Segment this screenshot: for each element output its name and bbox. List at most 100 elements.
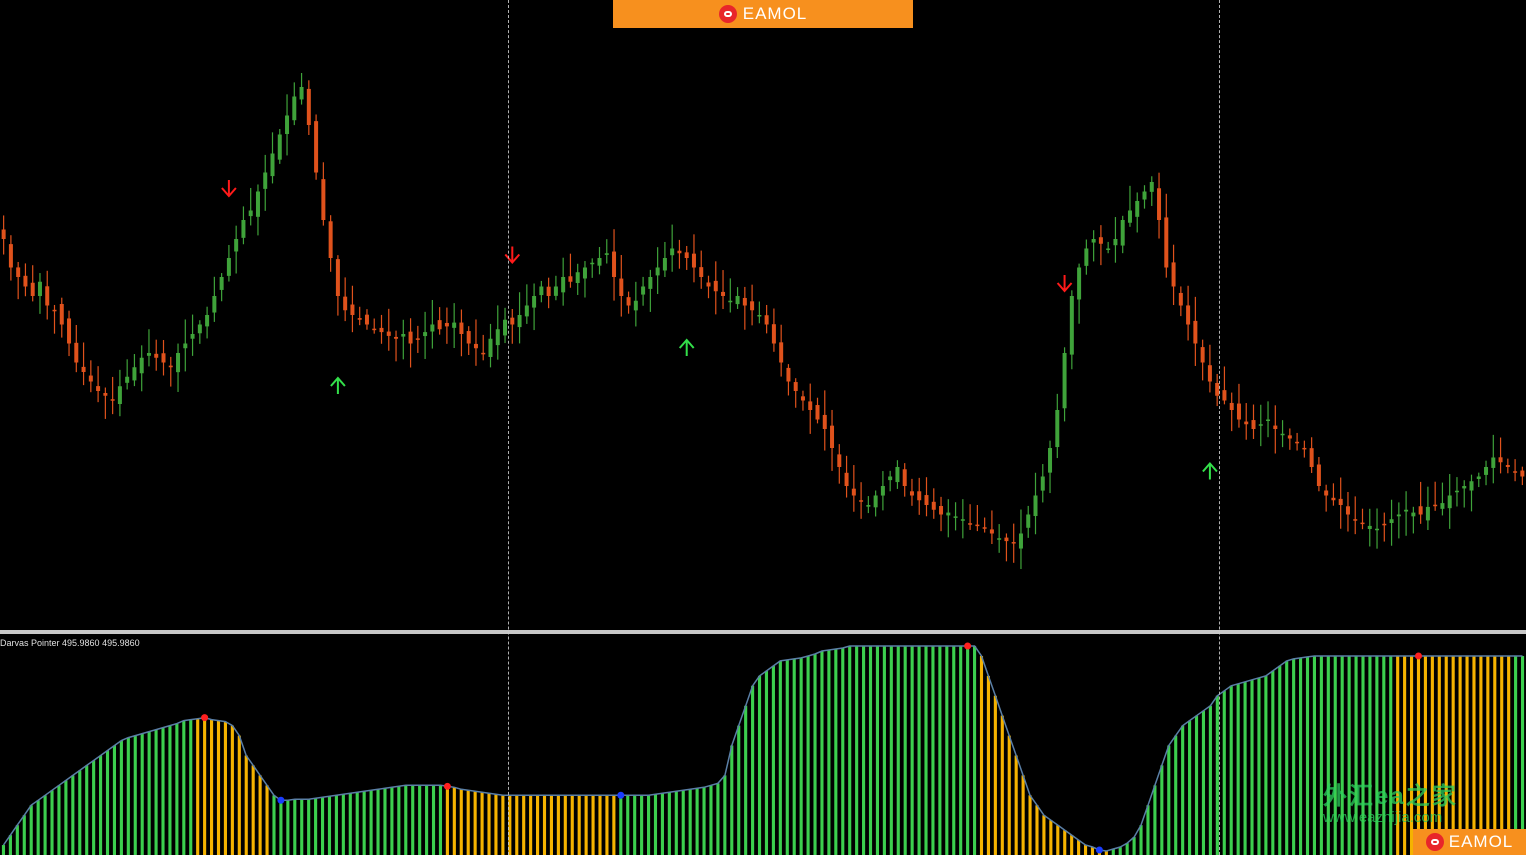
candle-body bbox=[880, 486, 885, 496]
candle bbox=[241, 206, 246, 245]
candle-body bbox=[975, 524, 980, 527]
candle-body bbox=[989, 529, 994, 534]
candle bbox=[946, 499, 951, 538]
candle-body bbox=[1062, 353, 1067, 409]
candle-body bbox=[532, 296, 537, 308]
pane-divider[interactable] bbox=[0, 630, 1526, 634]
candle bbox=[263, 154, 268, 211]
candle bbox=[1011, 523, 1016, 563]
brand-corner-badge: EAMOL bbox=[1413, 829, 1526, 855]
candle-body bbox=[793, 382, 798, 391]
candle-body bbox=[851, 488, 856, 496]
arrow-head bbox=[504, 253, 521, 265]
candle-body bbox=[1462, 486, 1467, 489]
candle-body bbox=[481, 352, 486, 355]
candle-body bbox=[103, 392, 108, 396]
darvas-pointer-histogram[interactable] bbox=[0, 634, 1526, 855]
candle bbox=[226, 244, 231, 282]
price-chart[interactable] bbox=[0, 0, 1526, 630]
candle bbox=[1273, 405, 1278, 454]
price-chart-pane[interactable] bbox=[0, 0, 1526, 630]
candle bbox=[1251, 404, 1256, 439]
candle bbox=[1440, 482, 1445, 516]
candle-body bbox=[437, 320, 442, 330]
candle-body bbox=[800, 396, 805, 401]
indicator-pane[interactable] bbox=[0, 634, 1526, 855]
candle bbox=[481, 334, 486, 361]
candle-body bbox=[1091, 239, 1096, 243]
candle-body bbox=[764, 315, 769, 325]
candle bbox=[1302, 440, 1307, 458]
candle bbox=[917, 477, 922, 515]
candle bbox=[1331, 483, 1336, 506]
candle bbox=[81, 342, 86, 386]
candle-body bbox=[408, 331, 413, 344]
candle bbox=[1389, 499, 1394, 546]
candle bbox=[575, 263, 580, 295]
candle bbox=[176, 343, 181, 392]
candle bbox=[1, 215, 6, 255]
candle bbox=[1069, 290, 1074, 370]
candle bbox=[1186, 285, 1191, 341]
candle-body bbox=[1084, 248, 1089, 266]
candle-body bbox=[285, 115, 290, 135]
candle bbox=[1295, 432, 1300, 451]
candle-body bbox=[1287, 435, 1292, 439]
candle-body bbox=[212, 296, 217, 313]
candle-body bbox=[459, 322, 464, 334]
candle-body bbox=[1018, 533, 1023, 549]
candle-body bbox=[1106, 248, 1111, 250]
candle bbox=[648, 269, 653, 312]
candle bbox=[1120, 215, 1125, 254]
candle bbox=[1258, 404, 1263, 447]
candle bbox=[1236, 383, 1241, 428]
candle bbox=[125, 359, 130, 390]
candle-body bbox=[379, 327, 384, 333]
candle bbox=[684, 245, 689, 270]
candle-body bbox=[1418, 506, 1423, 515]
candle bbox=[757, 301, 762, 324]
candle-body bbox=[771, 324, 776, 344]
candle bbox=[1425, 486, 1430, 531]
candle-body bbox=[88, 375, 93, 382]
candle bbox=[786, 364, 791, 396]
candle bbox=[1222, 366, 1227, 405]
candle-body bbox=[1193, 320, 1198, 344]
candle-body bbox=[888, 476, 893, 481]
candle-body bbox=[1324, 490, 1329, 496]
candle bbox=[394, 330, 399, 362]
candle bbox=[655, 247, 660, 295]
candle-body bbox=[488, 338, 493, 357]
candle-body bbox=[1425, 506, 1430, 521]
candle bbox=[285, 94, 290, 156]
candle bbox=[1280, 420, 1285, 448]
candle bbox=[524, 284, 529, 324]
candle bbox=[873, 490, 878, 517]
candle-body bbox=[960, 519, 965, 521]
candle bbox=[597, 246, 602, 275]
candle bbox=[495, 305, 500, 360]
candle-body bbox=[859, 500, 864, 502]
buy-arrow-icon bbox=[1202, 461, 1218, 480]
candle-body bbox=[931, 501, 936, 510]
candle bbox=[997, 524, 1002, 553]
candle-body bbox=[1026, 514, 1031, 528]
candle bbox=[1287, 428, 1292, 450]
candle bbox=[37, 273, 42, 314]
candle-body bbox=[1375, 528, 1380, 531]
candle bbox=[960, 499, 965, 539]
candle bbox=[1033, 472, 1038, 535]
candle-body bbox=[1055, 410, 1060, 448]
sell-dot bbox=[201, 714, 209, 722]
candle bbox=[1178, 286, 1183, 317]
candle bbox=[168, 356, 173, 387]
candle bbox=[626, 291, 631, 314]
candle bbox=[1171, 244, 1176, 306]
candle bbox=[488, 323, 493, 368]
candle bbox=[982, 517, 987, 533]
candle bbox=[1193, 296, 1198, 366]
candle bbox=[670, 224, 675, 272]
candle bbox=[742, 286, 747, 330]
candle-body bbox=[1266, 419, 1271, 421]
candle-body bbox=[473, 343, 478, 349]
